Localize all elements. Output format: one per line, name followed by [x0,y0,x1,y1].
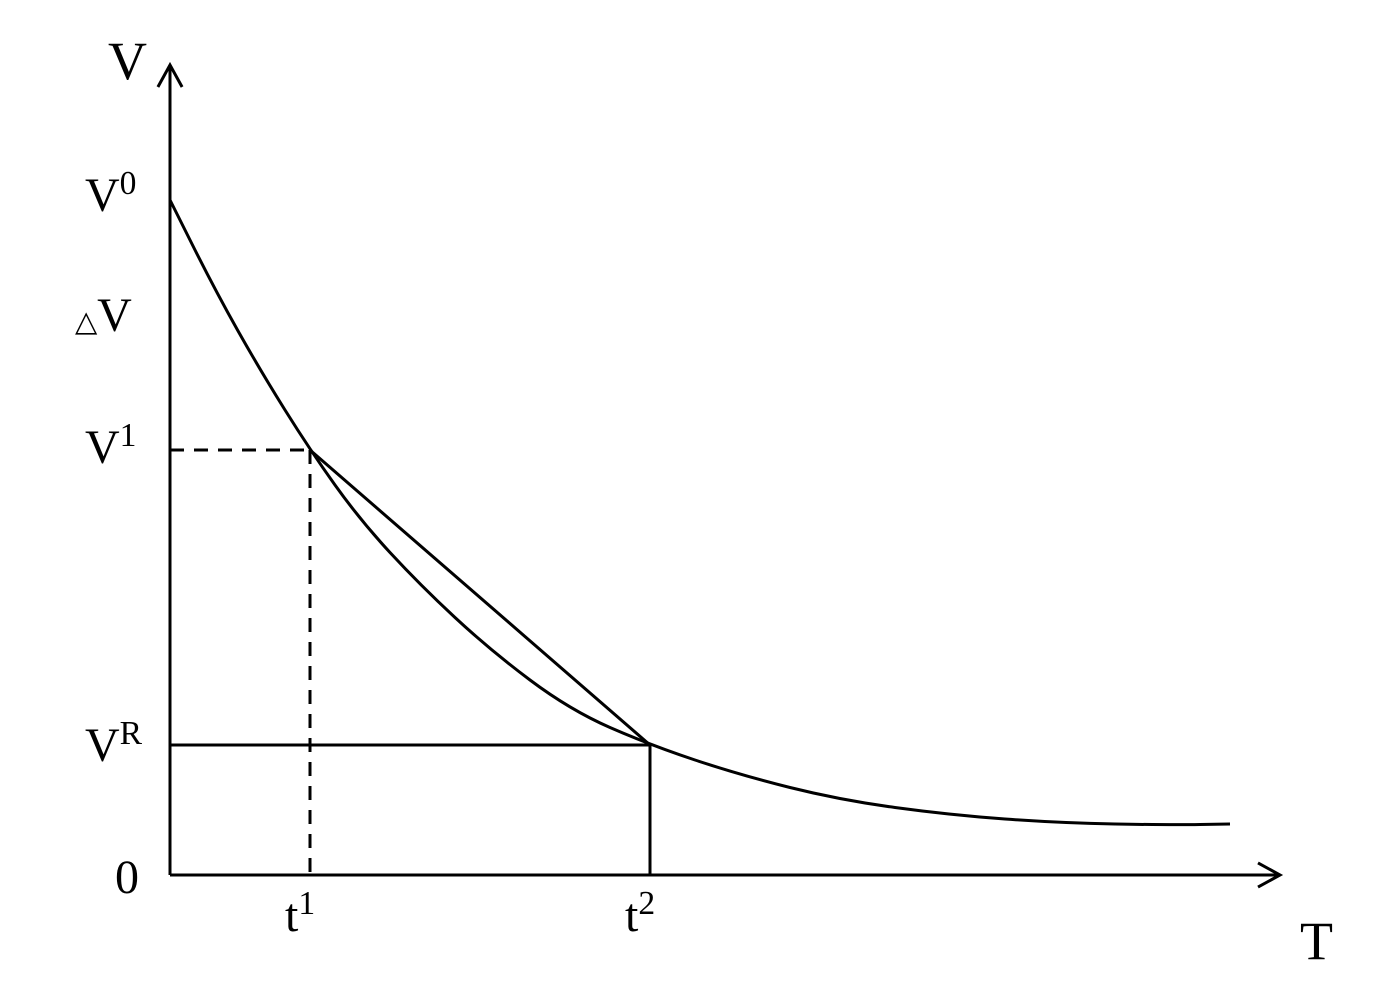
ytick-delta-v-label: △V [75,288,132,343]
x-axis-label: T [1300,910,1333,972]
xtick-t1-label: t1 [285,888,315,943]
ytick-vr-label: VR [85,718,142,773]
xtick-t2-label: t2 [625,888,655,943]
ytick-v1-label: V1 [85,420,136,475]
y-axis-label: V [108,30,147,92]
decay-chart [0,0,1378,996]
ytick-v0-label: V0 [85,168,136,223]
origin-label: 0 [115,850,139,905]
